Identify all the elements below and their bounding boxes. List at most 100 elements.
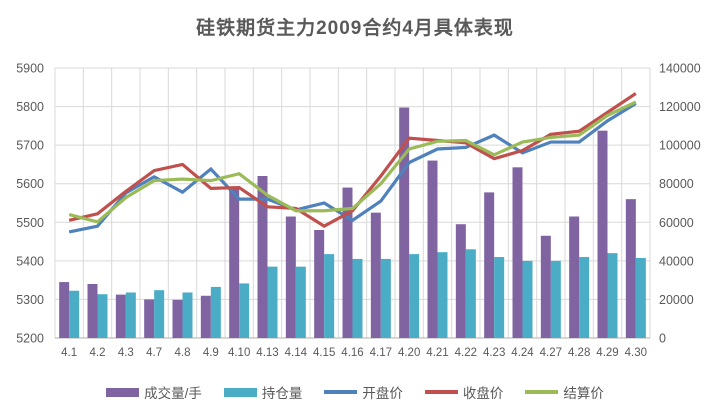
open-interest-bar — [210, 286, 221, 338]
left-axis-tick: 5600 — [16, 177, 44, 191]
right-axis-tick: 20000 — [659, 293, 694, 307]
legend-marker-volume — [106, 387, 140, 397]
open-interest-bar — [607, 253, 618, 338]
legend-marker-open-interest — [223, 387, 257, 397]
x-axis-label: 4.20 — [398, 347, 420, 359]
right-axis-tick: 0 — [659, 332, 666, 346]
legend-label-settle-price: 结算价 — [563, 386, 604, 401]
chart-title: 硅铁期货主力2009合约4月具体表现 — [196, 18, 514, 39]
legend-item-open-price: 开盘价 — [324, 382, 403, 402]
volume-bar — [172, 299, 183, 338]
x-axis-label: 4.2 — [90, 347, 106, 359]
x-axis-label: 4.22 — [455, 347, 477, 359]
volume-bar — [87, 284, 98, 338]
left-axis-tick: 5300 — [16, 293, 44, 307]
open-interest-bar — [239, 283, 250, 338]
volume-bar — [484, 192, 495, 338]
volume-bar — [59, 282, 70, 338]
right-axis-tick: 100000 — [659, 139, 701, 153]
left-axis-tick: 5800 — [16, 100, 44, 114]
x-axis-label: 4.16 — [341, 347, 363, 359]
volume-bar — [257, 176, 268, 338]
open-interest-bar — [494, 257, 505, 338]
open-interest-bar — [69, 290, 80, 338]
x-axis-label: 4.21 — [426, 347, 448, 359]
left-axis-tick: 5400 — [16, 254, 44, 268]
right-axis-tick: 120000 — [659, 100, 701, 114]
open-interest-bar — [437, 252, 448, 338]
open-interest-bar — [324, 254, 335, 338]
legend-marker-open-price — [324, 390, 358, 394]
left-axis-tick: 5900 — [16, 62, 44, 76]
left-axis-tick: 5200 — [16, 332, 44, 346]
legend-marker-close-price — [424, 390, 458, 394]
volume-bar — [512, 167, 523, 338]
right-axis-tick: 40000 — [659, 254, 694, 268]
open-interest-bar — [267, 266, 278, 338]
settle-price-line — [68, 100, 637, 224]
open-interest-bar — [295, 266, 306, 338]
volume-bar — [200, 295, 211, 338]
volume-bar — [285, 216, 296, 338]
legend-item-settle-price: 结算价 — [525, 382, 604, 402]
left-axis-tick: 5700 — [16, 139, 44, 153]
right-axis-tick: 140000 — [659, 62, 701, 76]
volume-bar — [115, 294, 126, 338]
open-interest-bar — [522, 260, 533, 338]
x-axis-label: 4.23 — [483, 347, 505, 359]
volume-bar — [597, 130, 608, 338]
open-interest-bar — [635, 257, 646, 338]
volume-bar — [229, 187, 240, 338]
volume-bar — [399, 107, 410, 339]
volume-bar — [455, 224, 466, 338]
legend-item-open-interest: 持仓量 — [223, 382, 303, 402]
legend-label-open-interest: 持仓量 — [261, 386, 303, 401]
open-interest-bar — [125, 292, 136, 338]
left-axis-tick: 5500 — [16, 216, 44, 230]
volume-bar — [569, 216, 580, 338]
x-axis-label: 4.15 — [313, 347, 335, 359]
open-interest-bar — [579, 257, 590, 338]
x-axis-label: 4.29 — [596, 347, 618, 359]
open-price-line — [68, 102, 637, 234]
x-axis-label: 4.30 — [625, 347, 647, 359]
x-axis-label: 4.13 — [256, 347, 278, 359]
legend-label-open-price: 开盘价 — [362, 386, 403, 401]
open-interest-bar — [352, 258, 363, 338]
volume-bar — [427, 160, 438, 338]
x-axis-label: 4.7 — [146, 347, 162, 359]
x-axis-label: 4.3 — [118, 347, 134, 359]
legend-marker-settle-price — [525, 390, 559, 394]
open-interest-bar — [182, 292, 193, 338]
right-axis-tick: 80000 — [659, 177, 694, 191]
volume-bar — [370, 212, 381, 338]
x-axis-label: 4.27 — [540, 347, 562, 359]
open-interest-bar — [380, 258, 391, 338]
x-axis-label: 4.28 — [568, 347, 590, 359]
x-axis-label: 4.9 — [203, 347, 219, 359]
open-interest-bar — [97, 294, 108, 338]
legend-item-volume: 成交量/手 — [106, 382, 202, 402]
right-axis-tick: 60000 — [659, 216, 694, 230]
volume-bar — [540, 235, 551, 338]
volume-bar — [144, 299, 155, 338]
volume-bar — [314, 230, 325, 338]
legend-label-close-price: 收盘价 — [462, 386, 504, 401]
volume-bar — [342, 187, 353, 338]
open-interest-bar — [409, 254, 420, 338]
volume-bar — [625, 199, 636, 338]
x-axis-label: 4.17 — [370, 347, 392, 359]
legend-item-close-price: 收盘价 — [424, 382, 504, 402]
x-axis-label: 4.14 — [285, 347, 308, 359]
x-axis-label: 4.10 — [228, 347, 250, 359]
x-axis-label: 4.1 — [61, 347, 77, 359]
legend: 成交量/手 持仓量 开盘价 收盘价 结算价 — [0, 382, 710, 402]
legend-label-volume: 成交量/手 — [144, 386, 202, 401]
open-interest-bar — [550, 260, 561, 338]
open-interest-bar — [154, 290, 165, 338]
x-axis-label: 4.24 — [511, 347, 534, 359]
x-axis-label: 4.8 — [175, 347, 191, 359]
open-interest-bar — [465, 249, 476, 338]
